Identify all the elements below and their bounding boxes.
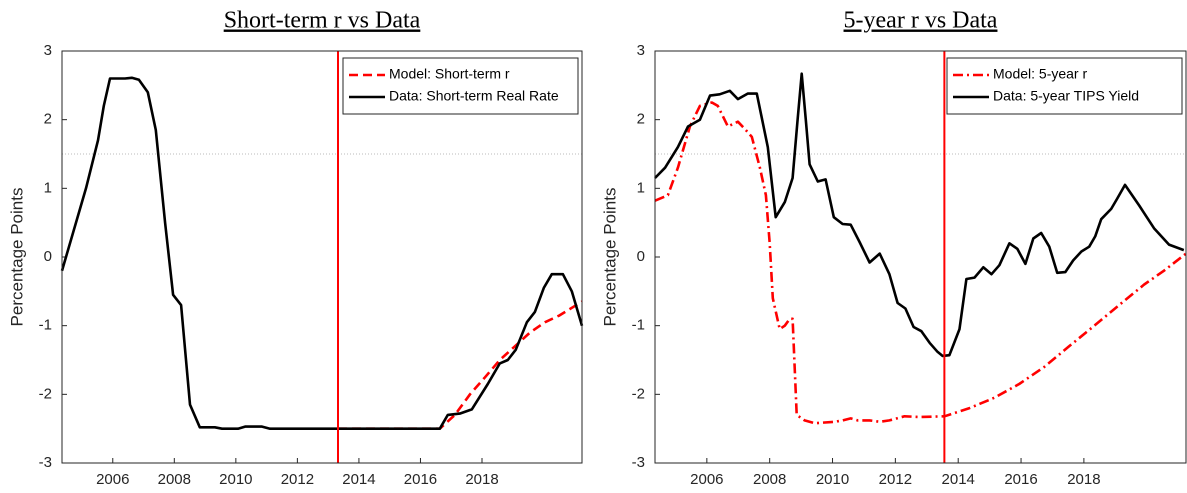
legend-label: Model: Short-term r	[389, 66, 510, 82]
y-tick-label: -1	[39, 317, 52, 334]
y-axis-label: Percentage Points	[600, 188, 619, 327]
y-tick-label: 3	[637, 42, 645, 59]
plot-area	[655, 51, 1186, 463]
data-line	[60, 76, 584, 430]
y-tick-label: -2	[39, 385, 52, 402]
y-tick-label: 2	[637, 111, 645, 128]
x-tick-label: 2012	[281, 471, 314, 488]
x-tick-label: 2010	[219, 471, 252, 488]
x-tick-label: 2016	[404, 471, 437, 488]
data-line	[654, 72, 1185, 358]
y-tick-label: 0	[637, 248, 645, 265]
y-tick-label: 2	[44, 111, 52, 128]
x-tick-label: 2014	[342, 471, 375, 488]
x-tick-label: 2014	[942, 471, 975, 488]
y-tick-label: 0	[44, 248, 52, 265]
axes-frame	[61, 50, 583, 464]
chart-title: 5-year r vs Data	[844, 8, 998, 34]
legend-label: Data: 5-year TIPS Yield	[993, 88, 1139, 104]
x-tick-label: 2010	[816, 471, 849, 488]
y-tick-label: -2	[632, 385, 645, 402]
x-tick-label: 2008	[753, 471, 786, 488]
y-tick-label: -3	[39, 454, 52, 471]
chart-title: Short-term r vs Data	[224, 8, 421, 34]
data-line	[654, 101, 1187, 425]
x-tick-label: 2006	[96, 471, 129, 488]
y-tick-label: -3	[632, 454, 645, 471]
legend-label: Model: 5-year r	[993, 66, 1087, 82]
legend-box	[946, 57, 1183, 115]
y-tick-label: -1	[632, 317, 645, 334]
x-tick-label: 2016	[1004, 471, 1037, 488]
x-tick-label: 2018	[465, 471, 498, 488]
axes-frame	[654, 50, 1187, 464]
x-tick-label: 2018	[1067, 471, 1100, 488]
data-line	[338, 300, 583, 430]
legend-label: Data: Short-term Real Rate	[389, 88, 559, 104]
legend-box	[342, 57, 579, 115]
x-tick-label: 2008	[158, 471, 191, 488]
y-tick-label: 1	[44, 179, 52, 196]
plot-area	[62, 51, 582, 463]
x-tick-label: 2006	[690, 471, 723, 488]
y-tick-label: 3	[44, 42, 52, 59]
y-axis-label: Percentage Points	[7, 188, 26, 327]
y-tick-label: 1	[637, 179, 645, 196]
x-tick-label: 2012	[879, 471, 912, 488]
